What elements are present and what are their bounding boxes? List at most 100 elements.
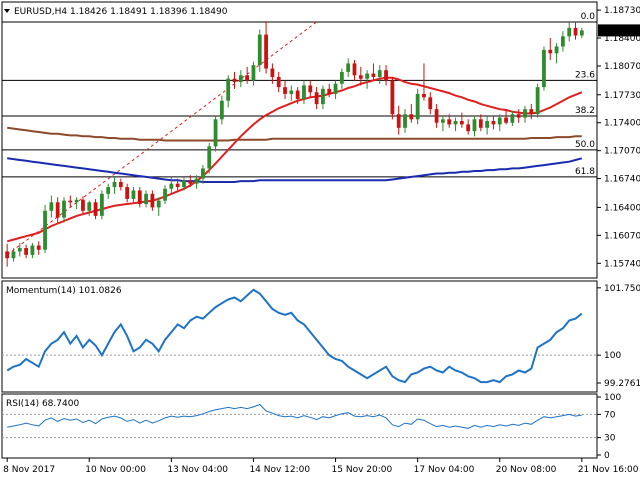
candle-body <box>257 34 262 66</box>
candle-body <box>207 146 212 169</box>
candle <box>365 70 370 89</box>
candle-body <box>106 187 111 194</box>
candle <box>472 115 477 137</box>
candle-body <box>87 202 92 211</box>
candle-body <box>112 181 117 188</box>
rsi-axis: 100 70 30 0 <box>597 393 621 461</box>
candle <box>434 104 439 128</box>
candle <box>24 244 28 259</box>
candle <box>36 241 41 255</box>
candle-body <box>409 114 414 120</box>
candle-body <box>453 121 458 125</box>
candle <box>81 196 85 214</box>
candle <box>409 104 414 123</box>
candle-body <box>125 187 130 199</box>
candle <box>497 114 502 132</box>
price-tick-label: 1.16070 <box>604 231 640 241</box>
ohlc-values: 1.18426 1.18491 1.18396 1.18490 <box>70 7 228 17</box>
candle <box>112 176 117 194</box>
candle-body <box>573 27 578 36</box>
candle <box>466 119 471 135</box>
candle-body <box>384 70 388 81</box>
candle-body <box>137 190 142 205</box>
rsi-title: RSI(14) 68.7400 <box>6 399 79 409</box>
candle <box>579 27 584 39</box>
candle <box>302 80 306 105</box>
candle <box>485 115 490 135</box>
candle <box>226 75 231 108</box>
candle-body <box>358 75 363 79</box>
candle-body <box>542 49 546 88</box>
candle <box>11 248 16 262</box>
candle-body <box>5 251 10 259</box>
candle <box>131 187 136 205</box>
candle <box>194 175 199 189</box>
momentum-panel-frame <box>1 280 598 393</box>
candle <box>447 114 452 128</box>
candle <box>74 197 79 210</box>
rsi-line <box>7 403 582 429</box>
candle-body <box>523 109 527 118</box>
price-tick-label: 1.17070 <box>604 147 640 157</box>
candle <box>516 109 521 123</box>
fib-level-label: 38.2 <box>575 106 595 116</box>
candle <box>371 63 376 81</box>
candle-body <box>459 121 464 125</box>
candle-body <box>497 117 502 125</box>
candle-body <box>74 199 79 203</box>
candle <box>403 109 407 133</box>
candle-body <box>346 63 351 72</box>
candle-body <box>447 119 452 125</box>
price-tick-label: 1.17400 <box>604 119 640 129</box>
time-tick-label: 14 Nov 12:00 <box>249 465 310 475</box>
candle <box>182 176 186 191</box>
candle <box>314 87 319 110</box>
candle-body <box>308 85 313 93</box>
candlestick-series <box>5 21 584 267</box>
candle-body <box>49 202 54 211</box>
rsi-tick-label: 70 <box>604 410 616 420</box>
candle <box>55 197 60 223</box>
candle <box>251 61 256 86</box>
candle-body <box>510 114 515 123</box>
price-tick-label: 1.16740 <box>604 175 640 185</box>
candle <box>257 29 262 72</box>
fib-level-label: 23.6 <box>575 70 595 80</box>
current-price-tag <box>598 24 640 37</box>
candle-body <box>333 83 338 94</box>
candle-body <box>118 181 123 188</box>
dropdown-triangle-icon[interactable] <box>4 9 10 13</box>
fib-diagonal-line <box>6 21 317 256</box>
candle-body <box>295 90 300 100</box>
candle <box>321 85 325 110</box>
candle-body <box>213 119 218 147</box>
candle <box>523 105 527 123</box>
candle-body <box>270 68 275 77</box>
candle <box>125 183 130 203</box>
time-tick-label: 21 Nov 16:00 <box>578 465 639 475</box>
candle <box>264 21 268 74</box>
candle <box>232 71 237 89</box>
candle-body <box>396 114 401 128</box>
candle <box>289 85 294 101</box>
candle-body <box>194 178 199 184</box>
candle-body <box>561 36 565 47</box>
current-price-label: 1.18490 <box>602 26 639 36</box>
candle <box>245 66 250 84</box>
candle <box>99 190 104 220</box>
candle <box>352 60 357 81</box>
candle-body <box>422 93 426 98</box>
momentum-tick-label: 99.2761 <box>604 379 640 389</box>
price-tick-label: 1.17730 <box>604 91 640 101</box>
candle <box>453 117 458 132</box>
candle-body <box>99 193 104 216</box>
candle <box>358 66 363 86</box>
candle <box>169 176 174 194</box>
candle <box>144 190 148 208</box>
rsi-indicator <box>2 403 597 439</box>
candle <box>30 242 35 259</box>
candle-body <box>182 180 186 188</box>
rsi-tick-label: 30 <box>604 434 616 444</box>
candle-body <box>472 119 477 132</box>
